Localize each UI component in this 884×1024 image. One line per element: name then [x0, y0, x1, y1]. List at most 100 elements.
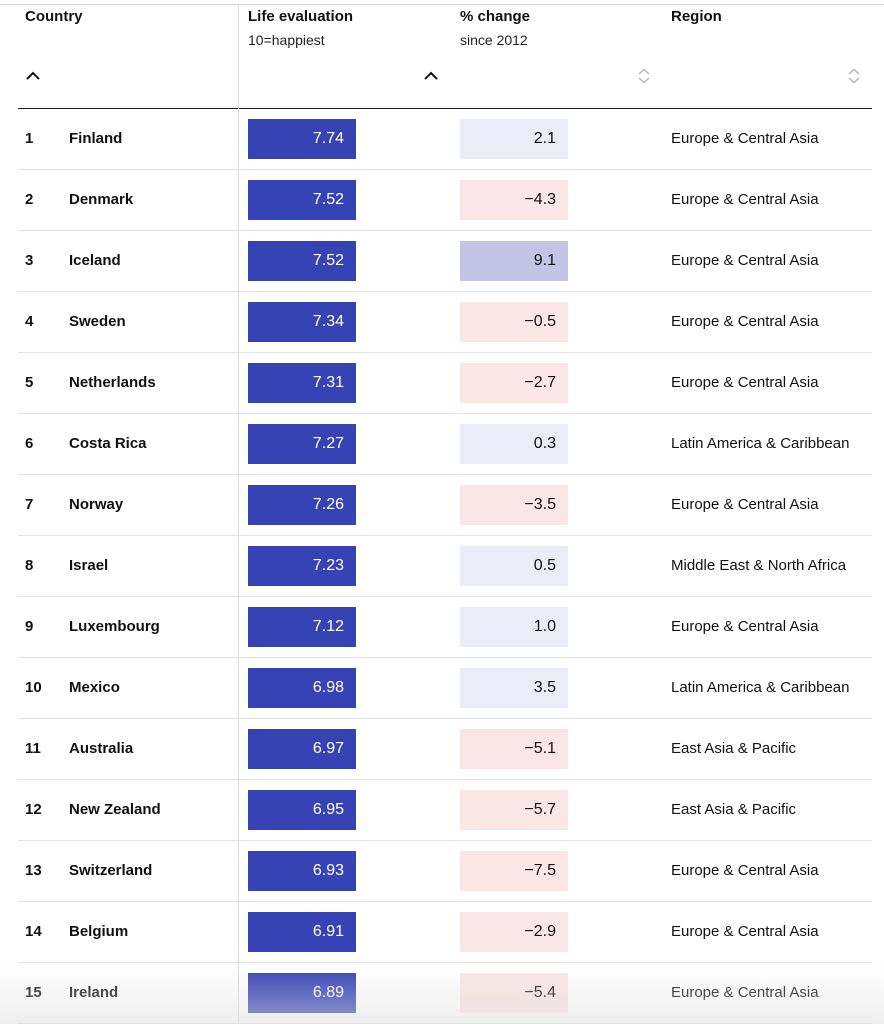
rank-cell: 12	[25, 801, 42, 818]
chevron-up-icon[interactable]	[24, 67, 42, 85]
country-header-title: Country	[25, 8, 83, 25]
sort-both-icon[interactable]	[635, 67, 653, 85]
life-evaluation-bar: 7.34	[248, 302, 356, 342]
country-cell: Finland	[69, 130, 123, 147]
sort-both-icon[interactable]	[845, 67, 863, 85]
table-header: Country Life evaluation 10=happiest % ch…	[0, 5, 884, 108]
change-cell: 1.0	[460, 607, 568, 647]
row-divider	[18, 840, 872, 841]
row-divider	[18, 718, 872, 719]
change-cell: 9.1	[460, 241, 568, 281]
life-evaluation-bar: 7.31	[248, 363, 356, 403]
rank-cell: 13	[25, 862, 42, 879]
life-evaluation-header-title: Life evaluation	[248, 8, 354, 25]
table-row: 7 Norway 7.26 −3.5 Europe & Central Asia	[18, 475, 872, 536]
life-evaluation-bar: 6.91	[248, 912, 356, 952]
region-cell: Europe & Central Asia	[671, 130, 819, 147]
life-evaluation-bar: 7.26	[248, 485, 356, 525]
rank-cell: 2	[25, 191, 34, 208]
region-cell: Latin America & Caribbean	[671, 679, 850, 696]
row-divider	[18, 657, 872, 658]
rank-cell: 11	[25, 740, 41, 757]
life-evaluation-bar: 7.52	[248, 241, 356, 281]
column-divider	[238, 5, 239, 1024]
top-rule	[0, 4, 884, 5]
life-evaluation-bar: 6.89	[248, 973, 356, 1013]
country-cell: Denmark	[69, 191, 134, 208]
table-row: 2 Denmark 7.52 −4.3 Europe & Central Asia	[18, 170, 872, 231]
row-divider	[18, 291, 872, 292]
change-cell: −5.4	[460, 973, 568, 1013]
change-header-title: % change	[460, 8, 531, 25]
table-row: 4 Sweden 7.34 −0.5 Europe & Central Asia	[18, 292, 872, 353]
country-cell: Mexico	[69, 679, 120, 696]
change-cell: 2.1	[460, 119, 568, 159]
row-divider	[18, 779, 872, 780]
change-cell: −4.3	[460, 180, 568, 220]
country-cell: Costa Rica	[69, 435, 147, 452]
country-cell: Israel	[69, 557, 109, 574]
table-row: 10 Mexico 6.98 3.5 Latin America & Caribbean	[18, 658, 872, 719]
change-column-header[interactable]: % change since 2012	[448, 5, 658, 108]
rank-cell: 10	[25, 679, 42, 696]
life-evaluation-column-header[interactable]: Life evaluation 10=happiest	[238, 5, 448, 108]
rank-cell: 3	[25, 252, 34, 269]
country-cell: Norway	[69, 496, 124, 513]
country-cell: Sweden	[69, 313, 126, 330]
row-divider	[18, 230, 872, 231]
table-row: 11 Australia 6.97 −5.1 East Asia & Pacific	[18, 719, 872, 780]
row-divider	[18, 596, 872, 597]
change-cell: −3.5	[460, 485, 568, 525]
country-cell: Iceland	[69, 252, 121, 269]
region-cell: Europe & Central Asia	[671, 496, 819, 513]
change-cell: −5.1	[460, 729, 568, 769]
rank-cell: 8	[25, 557, 34, 574]
change-cell: 0.3	[460, 424, 568, 464]
table-row: 15 Ireland 6.89 −5.4 Europe & Central Asia	[18, 963, 872, 1024]
region-header-title: Region	[671, 8, 722, 25]
change-cell: −2.9	[460, 912, 568, 952]
rank-cell: 9	[25, 618, 34, 635]
life-evaluation-bar: 6.97	[248, 729, 356, 769]
country-cell: Switzerland	[69, 862, 153, 879]
change-cell: 0.5	[460, 546, 568, 586]
row-divider	[18, 474, 872, 475]
life-evaluation-bar: 7.52	[248, 180, 356, 220]
table-row: 3 Iceland 7.52 9.1 Europe & Central Asia	[18, 231, 872, 292]
row-divider	[18, 413, 872, 414]
region-cell: Europe & Central Asia	[671, 252, 819, 269]
change-cell: −5.7	[460, 790, 568, 830]
life-evaluation-bar: 6.95	[248, 790, 356, 830]
region-cell: Europe & Central Asia	[671, 374, 819, 391]
region-cell: Europe & Central Asia	[671, 313, 819, 330]
row-divider	[18, 352, 872, 353]
change-cell: −7.5	[460, 851, 568, 891]
table-row: 8 Israel 7.23 0.5 Middle East & North Africa	[18, 536, 872, 597]
rank-cell: 1	[25, 130, 34, 147]
rank-cell: 6	[25, 435, 34, 452]
rank-cell: 5	[25, 374, 34, 391]
region-cell: Europe & Central Asia	[671, 862, 819, 879]
country-column-header[interactable]: Country	[0, 5, 238, 108]
region-cell: Europe & Central Asia	[671, 191, 819, 208]
row-divider	[18, 901, 872, 902]
life-evaluation-bar: 7.12	[248, 607, 356, 647]
life-evaluation-bar: 7.27	[248, 424, 356, 464]
life-evaluation-bar: 7.74	[248, 119, 356, 159]
region-column-header[interactable]: Region	[658, 5, 884, 108]
change-cell: −0.5	[460, 302, 568, 342]
country-cell: Ireland	[69, 984, 119, 1001]
change-header-subtitle: since 2012	[460, 32, 528, 48]
life-evaluation-bar: 6.98	[248, 668, 356, 708]
table-row: 13 Switzerland 6.93 −7.5 Europe & Central As…	[18, 841, 872, 902]
rank-cell: 14	[25, 923, 42, 940]
row-divider	[18, 535, 872, 536]
chevron-up-icon[interactable]	[422, 67, 440, 85]
change-cell: 3.5	[460, 668, 568, 708]
region-cell: East Asia & Pacific	[671, 801, 797, 818]
rank-cell: 7	[25, 496, 34, 513]
region-cell: Europe & Central Asia	[671, 618, 819, 635]
table-row: 6 Costa Rica 7.27 0.3 Latin America & Caribb…	[18, 414, 872, 475]
country-cell: New Zealand	[69, 801, 161, 818]
row-divider	[18, 962, 872, 963]
